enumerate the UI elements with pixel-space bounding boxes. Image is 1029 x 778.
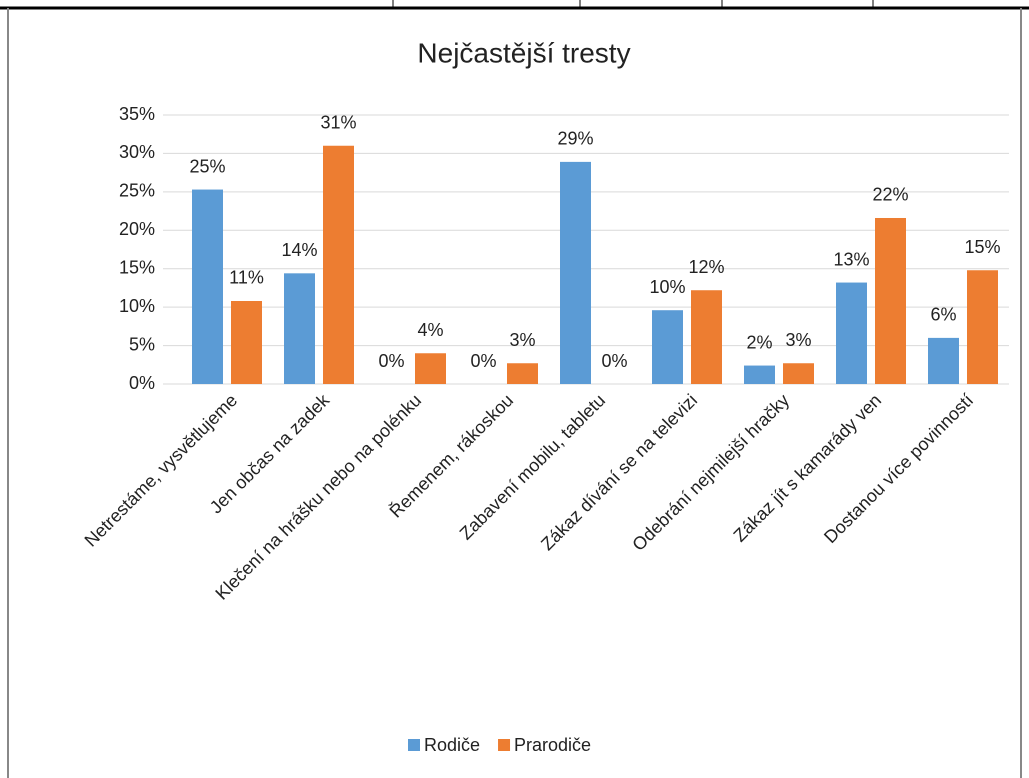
y-tick-label: 10% bbox=[119, 296, 155, 316]
bar bbox=[415, 353, 446, 384]
y-tick-label: 5% bbox=[129, 334, 155, 354]
bar bbox=[783, 363, 814, 384]
bar bbox=[836, 282, 867, 384]
y-tick-label: 35% bbox=[119, 104, 155, 124]
data-label: 29% bbox=[557, 129, 593, 149]
data-label: 14% bbox=[281, 240, 317, 260]
bar bbox=[875, 217, 906, 384]
bar bbox=[231, 300, 262, 384]
x-tick-label: Odebrání nejmilejší hračky bbox=[628, 390, 793, 555]
y-tick-label: 0% bbox=[129, 373, 155, 393]
bar bbox=[691, 290, 722, 384]
data-label: 0% bbox=[470, 351, 496, 371]
bar bbox=[928, 337, 959, 384]
data-label: 22% bbox=[872, 185, 908, 205]
data-label: 15% bbox=[964, 237, 1000, 257]
data-label: 31% bbox=[320, 112, 356, 132]
data-label: 3% bbox=[785, 330, 811, 350]
bar bbox=[744, 365, 775, 384]
legend-swatch bbox=[408, 739, 420, 751]
x-tick-label: Netrestáme, vysvětlujeme bbox=[81, 390, 242, 551]
data-label: 10% bbox=[649, 277, 685, 297]
bar bbox=[560, 161, 591, 384]
data-label: 12% bbox=[688, 257, 724, 277]
bar bbox=[192, 189, 223, 384]
x-tick-label: Dostanou více povinností bbox=[820, 390, 977, 547]
bar bbox=[284, 273, 315, 384]
data-label: 2% bbox=[746, 332, 772, 352]
y-tick-label: 20% bbox=[119, 219, 155, 239]
data-label: 6% bbox=[930, 305, 956, 325]
data-label: 0% bbox=[601, 351, 627, 371]
legend-swatch bbox=[498, 739, 511, 751]
y-tick-label: 25% bbox=[119, 181, 155, 201]
bar bbox=[967, 270, 998, 384]
bar bbox=[652, 310, 683, 384]
data-label: 25% bbox=[189, 156, 225, 176]
legend-label: Rodiče bbox=[424, 735, 480, 755]
y-tick-label: 15% bbox=[119, 257, 155, 277]
legend-label: Prarodiče bbox=[514, 735, 591, 755]
y-tick-label: 30% bbox=[119, 142, 155, 162]
data-label: 3% bbox=[509, 330, 535, 350]
x-tick-label: Zákaz dívání se na televizi bbox=[537, 390, 701, 554]
bar bbox=[507, 363, 538, 384]
chart-title: Nejčastější tresty bbox=[417, 37, 630, 68]
data-label: 4% bbox=[417, 320, 443, 340]
data-label: 0% bbox=[378, 351, 404, 371]
bar bbox=[323, 145, 354, 384]
x-tick-label: Klečení na hrášku nebo na polénku bbox=[211, 390, 425, 604]
data-label: 11% bbox=[229, 268, 264, 288]
data-label: 13% bbox=[833, 249, 869, 269]
x-tick-label: Zákaz jít s kamarády ven bbox=[730, 390, 886, 546]
